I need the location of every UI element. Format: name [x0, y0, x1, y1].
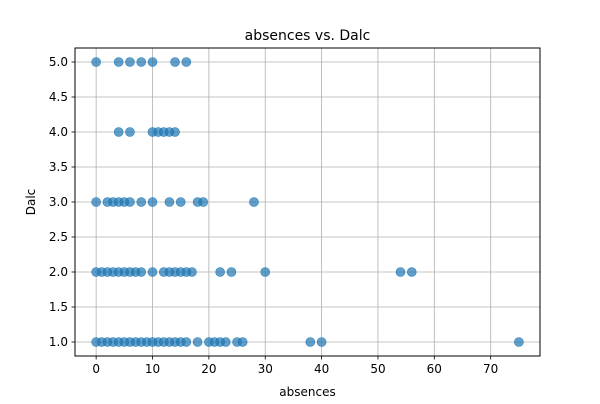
- data-point: [113, 57, 124, 67]
- y-tick-label: 2.5: [49, 230, 68, 244]
- y-tick-label: 1.0: [49, 335, 68, 349]
- data-point: [113, 127, 124, 137]
- data-point: [192, 337, 203, 347]
- data-point: [305, 337, 316, 347]
- y-tick-label: 5.0: [49, 55, 68, 69]
- data-point: [164, 197, 175, 207]
- data-point: [147, 57, 158, 67]
- data-point: [91, 197, 101, 207]
- data-point: [514, 337, 524, 347]
- data-point: [125, 197, 135, 207]
- data-point: [237, 337, 248, 347]
- x-tick-label: 20: [201, 362, 216, 376]
- x-axis-label: absences: [279, 385, 335, 399]
- data-point: [136, 267, 147, 277]
- data-point: [136, 57, 147, 67]
- x-axis-ticks: 0 10 20 30 40 50 60 70: [92, 356, 498, 376]
- data-point: [187, 267, 197, 277]
- data-point: [406, 267, 417, 277]
- data-point: [91, 57, 101, 67]
- x-tick-label: 30: [258, 362, 273, 376]
- data-point: [175, 197, 186, 207]
- data-point: [395, 267, 406, 277]
- x-tick-label: 70: [483, 362, 498, 376]
- data-point: [147, 197, 158, 207]
- chart-title: absences vs. Dalc: [245, 28, 371, 44]
- y-tick-label: 3.5: [49, 160, 68, 174]
- data-point: [170, 127, 180, 137]
- x-tick-label: 60: [427, 362, 442, 376]
- y-tick-label: 4.5: [49, 90, 68, 104]
- data-point: [220, 337, 231, 347]
- data-point: [170, 57, 180, 67]
- y-axis-label: Dalc: [24, 189, 38, 216]
- data-point: [125, 127, 135, 137]
- x-tick-label: 40: [314, 362, 329, 376]
- data-point: [215, 267, 225, 277]
- data-point: [226, 267, 237, 277]
- data-point: [260, 267, 271, 277]
- data-point: [125, 57, 135, 67]
- y-tick-label: 1.5: [49, 300, 68, 314]
- data-point: [181, 57, 192, 67]
- data-point: [136, 197, 147, 207]
- data-point: [249, 197, 259, 207]
- x-tick-label: 50: [370, 362, 385, 376]
- y-tick-label: 4.0: [49, 125, 68, 139]
- x-tick-label: 0: [92, 362, 100, 376]
- y-axis-ticks: 1.0 1.5 2.0 2.5 3.0 3.5 4.0 4.5 5.0: [49, 55, 75, 349]
- data-point: [147, 267, 158, 277]
- data-points: [91, 57, 524, 347]
- data-point: [316, 337, 327, 347]
- y-tick-label: 3.0: [49, 195, 68, 209]
- data-point: [181, 337, 192, 347]
- y-tick-label: 2.0: [49, 265, 68, 279]
- data-point: [198, 197, 209, 207]
- x-tick-label: 10: [145, 362, 160, 376]
